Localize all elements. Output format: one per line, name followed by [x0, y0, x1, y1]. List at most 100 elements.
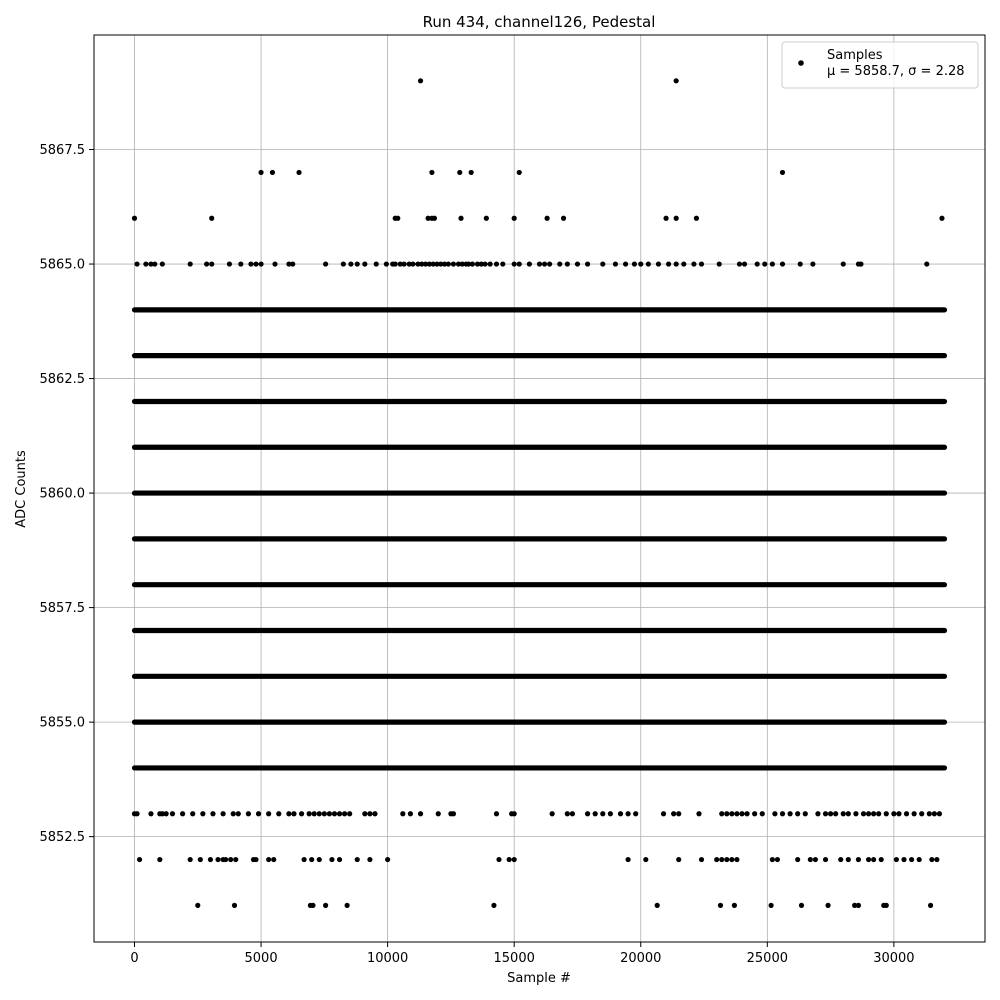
data-point	[876, 811, 882, 817]
data-point	[671, 811, 677, 817]
data-point	[822, 856, 829, 863]
y-tick-label: 5865.0	[40, 258, 86, 273]
data-point	[638, 261, 644, 267]
data-point	[665, 261, 672, 267]
data-point	[655, 261, 662, 267]
data-point	[323, 902, 329, 908]
data-point	[459, 261, 465, 267]
data-point	[916, 856, 922, 863]
data-point	[592, 811, 598, 817]
data-point	[544, 215, 550, 221]
data-point	[450, 811, 457, 817]
data-point	[759, 811, 765, 817]
data-point	[774, 856, 781, 863]
data-point	[731, 902, 738, 908]
data-point	[927, 902, 934, 908]
data-point	[865, 856, 872, 863]
data-point	[362, 261, 368, 267]
data-point	[516, 261, 522, 267]
data-point	[840, 811, 846, 817]
data-point	[323, 261, 329, 267]
data-point	[159, 261, 165, 267]
data-point	[812, 856, 819, 863]
data-point	[838, 856, 844, 863]
data-point	[419, 261, 425, 267]
data-point	[401, 261, 407, 267]
data-point	[410, 261, 416, 267]
x-tick-label: 0	[130, 951, 138, 966]
data-point	[255, 811, 262, 817]
data-point	[506, 856, 512, 863]
data-point	[266, 811, 272, 817]
data-point	[883, 902, 889, 908]
data-point	[290, 261, 296, 267]
data-point	[696, 811, 702, 817]
data-point	[779, 169, 786, 176]
data-point	[939, 215, 945, 221]
data-point	[253, 261, 259, 267]
data-point	[253, 856, 259, 863]
x-tick-label: 30000	[873, 951, 914, 966]
data-point	[469, 261, 476, 267]
data-point	[341, 811, 348, 817]
data-point	[787, 811, 793, 817]
data-point	[373, 261, 379, 267]
data-point	[717, 902, 724, 908]
data-point	[354, 261, 360, 267]
chart-title: Run 434, channel126, Pedestal	[423, 13, 656, 31]
data-point	[233, 856, 239, 863]
data-point	[625, 856, 631, 863]
data-point	[931, 811, 937, 817]
legend-box	[781, 41, 979, 89]
data-point	[924, 261, 930, 267]
data-point	[131, 215, 138, 221]
data-point	[466, 261, 472, 267]
data-point	[179, 811, 186, 817]
data-point	[329, 856, 335, 863]
y-axis-label: ADC Counts	[14, 450, 29, 528]
data-point	[729, 856, 735, 863]
data-point	[200, 811, 206, 817]
data-point	[654, 902, 660, 908]
data-point	[478, 261, 484, 267]
data-point	[248, 261, 254, 267]
x-tick-label: 20000	[620, 951, 661, 966]
data-point	[367, 856, 373, 863]
data-point	[195, 902, 201, 908]
data-point	[574, 261, 581, 267]
data-point	[496, 856, 502, 863]
data-point	[435, 811, 441, 817]
data-point	[272, 261, 278, 267]
data-point	[235, 811, 241, 817]
data-point	[187, 261, 193, 267]
data-point	[860, 811, 867, 817]
data-point	[286, 811, 292, 817]
data-point	[878, 856, 884, 863]
x-axis-label: Sample #	[507, 971, 571, 986]
legend-series-name: Samples	[827, 48, 883, 63]
plot-frame	[93, 34, 986, 943]
data-point	[511, 261, 517, 267]
data-point	[457, 169, 463, 176]
data-point	[871, 856, 877, 863]
data-point	[852, 902, 858, 908]
data-point	[845, 856, 851, 863]
data-point	[660, 811, 667, 817]
x-tick-label: 25000	[747, 951, 788, 966]
data-point	[491, 902, 497, 908]
data-point	[516, 169, 522, 176]
data-point	[258, 169, 264, 176]
data-point	[434, 261, 440, 267]
data-point	[310, 902, 316, 908]
data-point	[569, 811, 576, 817]
data-point	[903, 811, 910, 817]
data-point	[511, 215, 517, 221]
data-point	[797, 261, 803, 267]
y-tick-label: 5860.0	[40, 487, 86, 502]
data-point	[691, 261, 697, 267]
data-point	[511, 811, 517, 817]
data-point	[929, 856, 935, 863]
data-point	[291, 811, 297, 817]
data-point	[795, 811, 801, 817]
data-point	[400, 811, 406, 817]
